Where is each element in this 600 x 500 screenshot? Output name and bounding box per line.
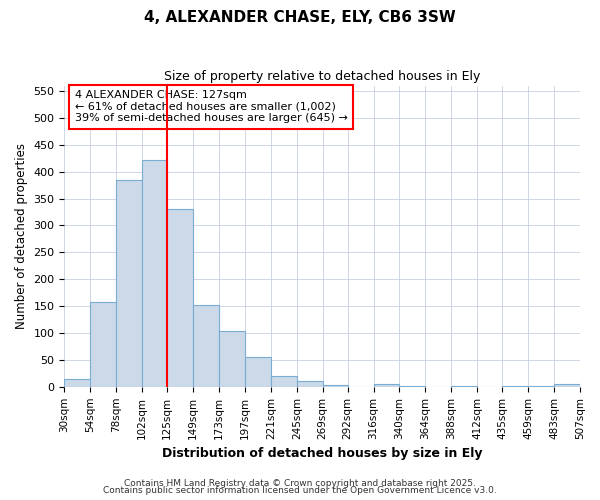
Title: Size of property relative to detached houses in Ely: Size of property relative to detached ho… — [164, 70, 481, 83]
Bar — [91, 302, 116, 387]
Bar — [271, 376, 297, 387]
Bar — [167, 210, 193, 387]
Bar — [116, 180, 142, 387]
Bar — [64, 380, 91, 387]
Bar — [323, 384, 347, 387]
Bar — [142, 160, 167, 387]
Text: 4 ALEXANDER CHASE: 127sqm
← 61% of detached houses are smaller (1,002)
39% of se: 4 ALEXANDER CHASE: 127sqm ← 61% of detac… — [75, 90, 347, 124]
Bar — [297, 382, 323, 387]
Bar — [400, 386, 425, 387]
Bar — [374, 384, 400, 387]
Bar — [193, 305, 219, 387]
Text: Contains HM Land Registry data © Crown copyright and database right 2025.: Contains HM Land Registry data © Crown c… — [124, 478, 476, 488]
Bar — [502, 386, 528, 387]
X-axis label: Distribution of detached houses by size in Ely: Distribution of detached houses by size … — [162, 447, 482, 460]
Y-axis label: Number of detached properties: Number of detached properties — [15, 143, 28, 329]
Bar — [245, 357, 271, 387]
Bar — [554, 384, 580, 387]
Text: Contains public sector information licensed under the Open Government Licence v3: Contains public sector information licen… — [103, 486, 497, 495]
Bar — [219, 332, 245, 387]
Bar — [451, 386, 478, 387]
Bar — [528, 386, 554, 387]
Text: 4, ALEXANDER CHASE, ELY, CB6 3SW: 4, ALEXANDER CHASE, ELY, CB6 3SW — [144, 10, 456, 25]
